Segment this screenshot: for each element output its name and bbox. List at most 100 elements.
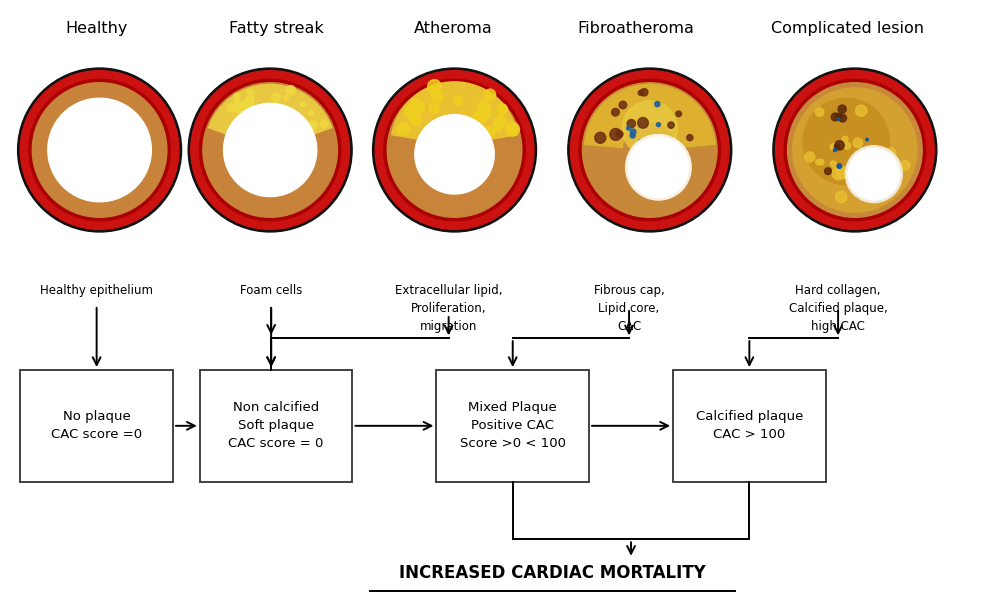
Circle shape	[803, 98, 889, 184]
Circle shape	[844, 143, 851, 149]
Circle shape	[626, 126, 630, 130]
Text: Fibroatheroma: Fibroatheroma	[578, 22, 694, 36]
Circle shape	[245, 102, 254, 111]
Circle shape	[247, 103, 253, 108]
Circle shape	[860, 172, 866, 178]
Circle shape	[286, 86, 295, 95]
FancyBboxPatch shape	[436, 370, 590, 482]
Circle shape	[805, 152, 814, 162]
Circle shape	[570, 71, 729, 230]
Circle shape	[188, 68, 352, 232]
Circle shape	[320, 120, 328, 127]
Circle shape	[191, 71, 350, 230]
Circle shape	[880, 185, 886, 191]
Text: Extracellular lipid,
Proliferation,
migration: Extracellular lipid, Proliferation, migr…	[394, 284, 503, 333]
Circle shape	[773, 68, 937, 232]
Circle shape	[234, 93, 240, 99]
Circle shape	[857, 153, 860, 156]
Circle shape	[837, 164, 842, 169]
Circle shape	[454, 96, 463, 105]
Circle shape	[409, 98, 425, 114]
FancyBboxPatch shape	[672, 370, 825, 482]
Circle shape	[835, 141, 844, 150]
Circle shape	[856, 105, 867, 117]
Circle shape	[832, 166, 846, 180]
Circle shape	[886, 148, 896, 158]
Circle shape	[224, 103, 317, 196]
Circle shape	[616, 130, 623, 138]
Circle shape	[842, 136, 848, 142]
Circle shape	[579, 79, 721, 220]
Circle shape	[638, 118, 649, 128]
Circle shape	[835, 191, 847, 202]
Circle shape	[837, 118, 840, 120]
Circle shape	[432, 92, 443, 103]
Circle shape	[900, 161, 910, 170]
Circle shape	[815, 159, 821, 165]
Circle shape	[21, 71, 178, 230]
Circle shape	[686, 135, 693, 141]
Circle shape	[866, 138, 869, 141]
Circle shape	[397, 123, 410, 135]
Circle shape	[497, 104, 508, 114]
Circle shape	[824, 168, 831, 175]
Circle shape	[309, 111, 314, 116]
Circle shape	[29, 79, 171, 220]
Circle shape	[630, 129, 636, 135]
Circle shape	[657, 123, 661, 127]
Circle shape	[234, 106, 239, 112]
Text: No plaque
CAC score =0: No plaque CAC score =0	[51, 410, 142, 442]
Circle shape	[506, 123, 520, 136]
Circle shape	[203, 83, 337, 217]
Circle shape	[856, 190, 866, 199]
Circle shape	[818, 159, 824, 165]
Circle shape	[855, 176, 858, 179]
Circle shape	[784, 79, 926, 220]
Circle shape	[625, 135, 691, 200]
Circle shape	[848, 148, 899, 200]
Circle shape	[839, 114, 846, 122]
Circle shape	[478, 101, 490, 112]
Circle shape	[655, 101, 660, 107]
Text: Fatty streak: Fatty streak	[229, 22, 323, 36]
Circle shape	[619, 101, 627, 109]
Circle shape	[788, 83, 922, 217]
Circle shape	[595, 132, 605, 143]
Circle shape	[630, 133, 635, 138]
Text: Calcified plaque
CAC > 100: Calcified plaque CAC > 100	[696, 410, 803, 442]
Circle shape	[376, 71, 534, 230]
Circle shape	[235, 101, 243, 111]
Circle shape	[650, 138, 656, 144]
Circle shape	[238, 106, 245, 113]
Circle shape	[845, 146, 902, 202]
Circle shape	[881, 187, 888, 193]
Circle shape	[199, 79, 341, 220]
Circle shape	[609, 129, 622, 140]
Circle shape	[568, 68, 732, 232]
Text: Fibrous cap,
Lipid core,
CAC: Fibrous cap, Lipid core, CAC	[594, 284, 665, 333]
Text: Atheroma: Atheroma	[414, 22, 493, 36]
Wedge shape	[209, 85, 331, 135]
Circle shape	[852, 156, 856, 161]
Circle shape	[831, 113, 839, 121]
Text: Foam cells: Foam cells	[240, 284, 303, 297]
Text: INCREASED CARDIAC MORTALITY: INCREASED CARDIAC MORTALITY	[398, 564, 706, 582]
Circle shape	[429, 104, 440, 114]
Circle shape	[283, 95, 289, 100]
Text: Healthy: Healthy	[65, 22, 128, 36]
Circle shape	[887, 159, 899, 170]
Circle shape	[833, 149, 836, 152]
Circle shape	[509, 125, 517, 133]
Circle shape	[641, 89, 648, 96]
Text: Mixed Plaque
Positive CAC
Score >0 < 100: Mixed Plaque Positive CAC Score >0 < 100	[459, 401, 566, 451]
Text: Hard collagen,
Calcified plaque,
high CAC: Hard collagen, Calcified plaque, high CA…	[789, 284, 887, 333]
Circle shape	[775, 71, 934, 230]
Circle shape	[483, 126, 495, 138]
Circle shape	[495, 115, 506, 126]
Circle shape	[234, 98, 239, 103]
Circle shape	[373, 68, 536, 232]
Circle shape	[830, 143, 837, 150]
Wedge shape	[585, 85, 715, 147]
Circle shape	[628, 137, 688, 198]
Circle shape	[834, 144, 840, 149]
